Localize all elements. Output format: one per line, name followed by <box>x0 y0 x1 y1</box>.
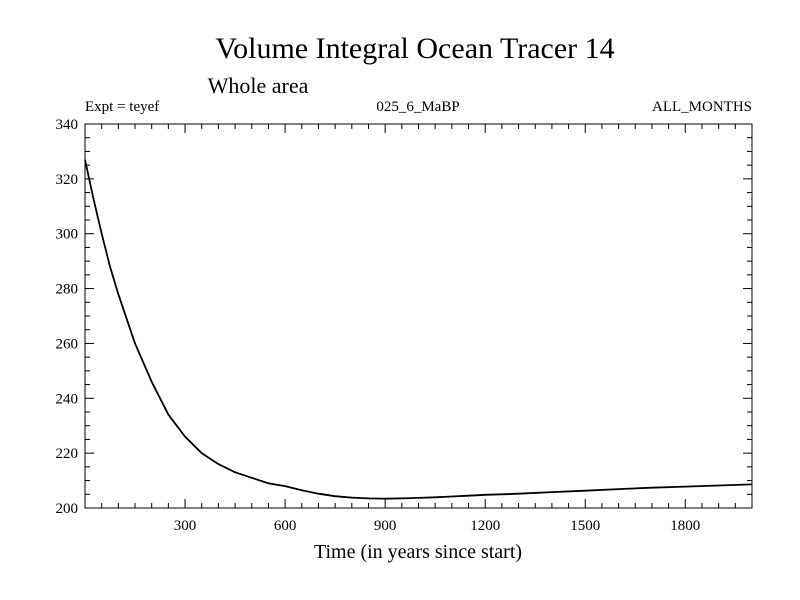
plot-frame <box>84 123 753 509</box>
series-layer <box>84 159 753 500</box>
y-tick-label: 340 <box>56 117 79 133</box>
y-tick-label: 200 <box>56 501 79 517</box>
x-tick-label: 900 <box>374 518 397 534</box>
y-tick-label: 260 <box>56 336 79 352</box>
run-label: 025_6_MaBP <box>376 99 459 115</box>
x-tick-label: 1800 <box>670 518 700 534</box>
chart-title: Volume Integral Ocean Tracer 14 <box>215 32 614 65</box>
x-axis-label: Time (in years since start) <box>314 541 522 563</box>
y-tick-label: 300 <box>56 227 79 243</box>
x-tick-label: 1200 <box>470 518 500 534</box>
chart-subtitle: Whole area <box>208 73 309 98</box>
y-tick-label: 220 <box>56 446 79 462</box>
period-label: ALL_MONTHS <box>652 99 752 115</box>
y-tick-label: 280 <box>56 282 79 298</box>
y-tick-label: 320 <box>56 172 79 188</box>
series-line-0 <box>84 159 753 500</box>
x-tick-label: 1500 <box>570 518 600 534</box>
x-tick-label: 300 <box>174 518 197 534</box>
axis-ticks: 300 600 900 1200 1500 1800 200 220 240 260 280 300 3… <box>56 117 752 534</box>
y-tick-label: 240 <box>56 391 79 407</box>
x-tick-label: 600 <box>274 518 297 534</box>
expt-label: Expt = teyef <box>85 99 159 115</box>
